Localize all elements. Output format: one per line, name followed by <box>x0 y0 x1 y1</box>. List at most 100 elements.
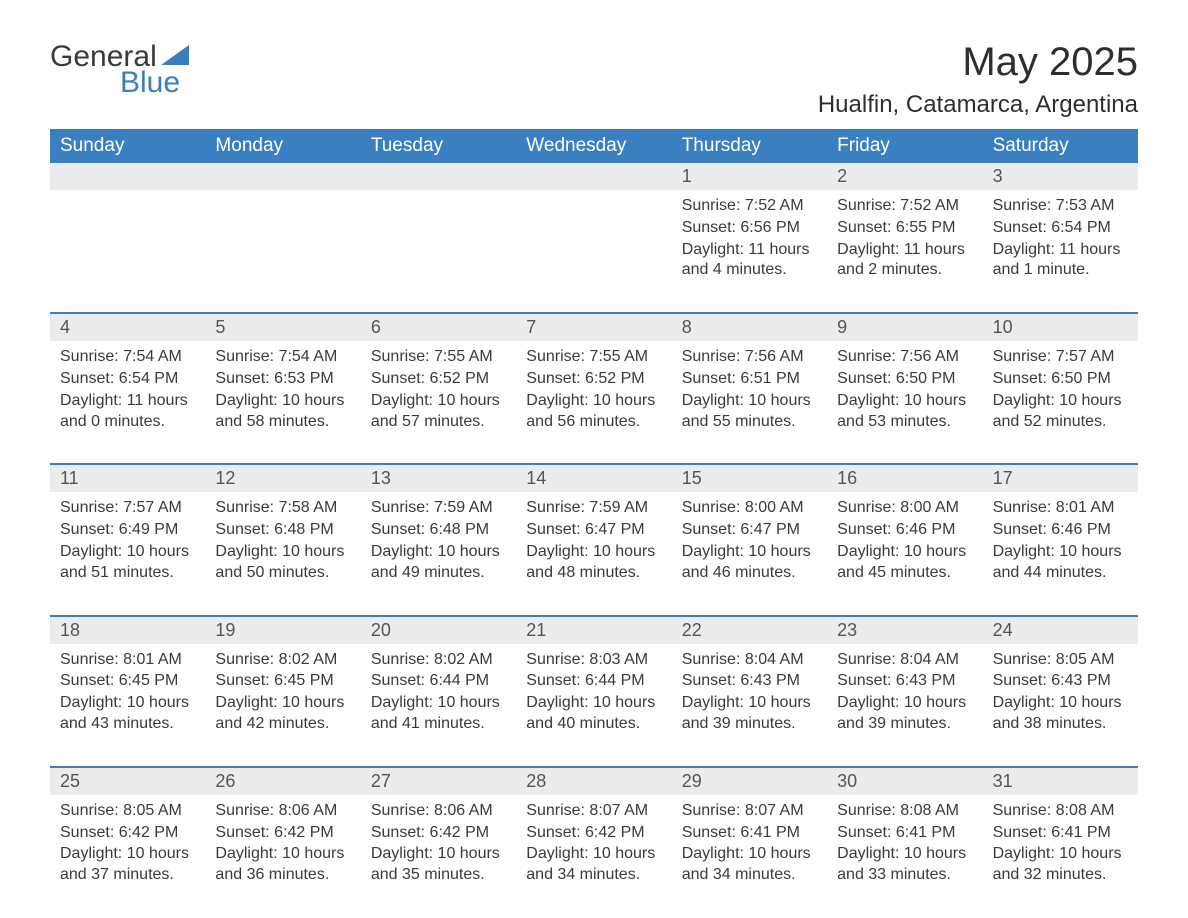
day-cell: Sunrise: 8:00 AMSunset: 6:47 PMDaylight:… <box>672 492 827 596</box>
day-number: 9 <box>827 314 982 341</box>
sunrise-text: Sunrise: 7:56 AM <box>837 347 972 368</box>
day-body-row: Sunrise: 8:05 AMSunset: 6:42 PMDaylight:… <box>50 795 1138 899</box>
day-number-row: 11121314151617 <box>50 465 1138 492</box>
sunrise-text: Sunrise: 7:58 AM <box>215 498 350 519</box>
sunset-text: Sunset: 6:52 PM <box>371 369 506 390</box>
calendar: Sunday Monday Tuesday Wednesday Thursday… <box>50 129 1138 899</box>
weekday-header: Tuesday <box>361 129 516 163</box>
sunset-text: Sunset: 6:54 PM <box>993 218 1128 239</box>
daylight-text: Daylight: 11 hours and 0 minutes. <box>60 391 195 433</box>
sunset-text: Sunset: 6:41 PM <box>993 823 1128 844</box>
daylight-text: Daylight: 10 hours and 33 minutes. <box>837 844 972 886</box>
calendar-week: 25262728293031Sunrise: 8:05 AMSunset: 6:… <box>50 766 1138 899</box>
day-number: 20 <box>361 617 516 644</box>
sunset-text: Sunset: 6:41 PM <box>837 823 972 844</box>
day-cell: Sunrise: 8:07 AMSunset: 6:41 PMDaylight:… <box>672 795 827 899</box>
day-cell: Sunrise: 8:08 AMSunset: 6:41 PMDaylight:… <box>983 795 1138 899</box>
weekday-header: Friday <box>827 129 982 163</box>
daylight-text: Daylight: 10 hours and 55 minutes. <box>682 391 817 433</box>
sunset-text: Sunset: 6:54 PM <box>60 369 195 390</box>
sunset-text: Sunset: 6:42 PM <box>60 823 195 844</box>
daylight-text: Daylight: 10 hours and 36 minutes. <box>215 844 350 886</box>
sunrise-text: Sunrise: 8:06 AM <box>215 801 350 822</box>
sunset-text: Sunset: 6:42 PM <box>526 823 661 844</box>
daylight-text: Daylight: 10 hours and 34 minutes. <box>526 844 661 886</box>
day-cell: Sunrise: 7:54 AMSunset: 6:53 PMDaylight:… <box>205 341 360 445</box>
day-cell: Sunrise: 7:55 AMSunset: 6:52 PMDaylight:… <box>361 341 516 445</box>
daylight-text: Daylight: 10 hours and 44 minutes. <box>993 542 1128 584</box>
daylight-text: Daylight: 10 hours and 39 minutes. <box>837 693 972 735</box>
daylight-text: Daylight: 10 hours and 50 minutes. <box>215 542 350 584</box>
daylight-text: Daylight: 10 hours and 48 minutes. <box>526 542 661 584</box>
daylight-text: Daylight: 10 hours and 41 minutes. <box>371 693 506 735</box>
day-cell: Sunrise: 7:59 AMSunset: 6:48 PMDaylight:… <box>361 492 516 596</box>
daylight-text: Daylight: 10 hours and 40 minutes. <box>526 693 661 735</box>
sunrise-text: Sunrise: 7:55 AM <box>526 347 661 368</box>
day-number: 1 <box>672 163 827 190</box>
day-cell: Sunrise: 8:05 AMSunset: 6:43 PMDaylight:… <box>983 644 1138 748</box>
sunrise-text: Sunrise: 8:07 AM <box>682 801 817 822</box>
weekday-header-row: Sunday Monday Tuesday Wednesday Thursday… <box>50 129 1138 163</box>
sunset-text: Sunset: 6:48 PM <box>371 520 506 541</box>
day-number: 25 <box>50 768 205 795</box>
day-number: 29 <box>672 768 827 795</box>
day-number: 6 <box>361 314 516 341</box>
day-number <box>50 163 205 190</box>
sunset-text: Sunset: 6:42 PM <box>215 823 350 844</box>
sunrise-text: Sunrise: 7:52 AM <box>682 196 817 217</box>
day-number: 7 <box>516 314 671 341</box>
day-cell: Sunrise: 8:02 AMSunset: 6:45 PMDaylight:… <box>205 644 360 748</box>
daylight-text: Daylight: 11 hours and 2 minutes. <box>837 240 972 282</box>
weekday-header: Monday <box>205 129 360 163</box>
day-number <box>361 163 516 190</box>
daylight-text: Daylight: 11 hours and 1 minute. <box>993 240 1128 282</box>
day-number: 13 <box>361 465 516 492</box>
sunset-text: Sunset: 6:43 PM <box>682 671 817 692</box>
day-number: 15 <box>672 465 827 492</box>
day-number <box>516 163 671 190</box>
day-cell: Sunrise: 7:52 AMSunset: 6:55 PMDaylight:… <box>827 190 982 294</box>
day-cell: Sunrise: 7:52 AMSunset: 6:56 PMDaylight:… <box>672 190 827 294</box>
header: General Blue May 2025 Hualfin, Catamarca… <box>50 40 1138 119</box>
day-cell: Sunrise: 8:05 AMSunset: 6:42 PMDaylight:… <box>50 795 205 899</box>
day-number: 10 <box>983 314 1138 341</box>
logo-text-blue: Blue <box>120 66 189 100</box>
day-cell: Sunrise: 8:01 AMSunset: 6:46 PMDaylight:… <box>983 492 1138 596</box>
sunset-text: Sunset: 6:46 PM <box>837 520 972 541</box>
day-cell: Sunrise: 8:04 AMSunset: 6:43 PMDaylight:… <box>672 644 827 748</box>
sunrise-text: Sunrise: 8:04 AM <box>837 650 972 671</box>
day-number: 5 <box>205 314 360 341</box>
day-cell <box>361 190 516 294</box>
day-number: 2 <box>827 163 982 190</box>
sunrise-text: Sunrise: 8:07 AM <box>526 801 661 822</box>
daylight-text: Daylight: 10 hours and 57 minutes. <box>371 391 506 433</box>
sunrise-text: Sunrise: 8:04 AM <box>682 650 817 671</box>
sunrise-text: Sunrise: 8:02 AM <box>215 650 350 671</box>
sunset-text: Sunset: 6:41 PM <box>682 823 817 844</box>
day-cell: Sunrise: 8:07 AMSunset: 6:42 PMDaylight:… <box>516 795 671 899</box>
calendar-week: 11121314151617Sunrise: 7:57 AMSunset: 6:… <box>50 463 1138 596</box>
sunset-text: Sunset: 6:46 PM <box>993 520 1128 541</box>
day-number-row: 45678910 <box>50 314 1138 341</box>
day-number-row: 18192021222324 <box>50 617 1138 644</box>
logo: General Blue <box>50 40 189 100</box>
sunrise-text: Sunrise: 7:54 AM <box>60 347 195 368</box>
day-number: 18 <box>50 617 205 644</box>
location-subtitle: Hualfin, Catamarca, Argentina <box>818 91 1138 119</box>
day-cell: Sunrise: 7:57 AMSunset: 6:50 PMDaylight:… <box>983 341 1138 445</box>
daylight-text: Daylight: 11 hours and 4 minutes. <box>682 240 817 282</box>
sunrise-text: Sunrise: 8:01 AM <box>60 650 195 671</box>
day-number: 27 <box>361 768 516 795</box>
day-cell: Sunrise: 7:53 AMSunset: 6:54 PMDaylight:… <box>983 190 1138 294</box>
day-number: 3 <box>983 163 1138 190</box>
daylight-text: Daylight: 10 hours and 42 minutes. <box>215 693 350 735</box>
sunrise-text: Sunrise: 7:59 AM <box>371 498 506 519</box>
weekday-header: Sunday <box>50 129 205 163</box>
daylight-text: Daylight: 10 hours and 49 minutes. <box>371 542 506 584</box>
day-number: 23 <box>827 617 982 644</box>
sunset-text: Sunset: 6:44 PM <box>371 671 506 692</box>
sunset-text: Sunset: 6:52 PM <box>526 369 661 390</box>
sunset-text: Sunset: 6:47 PM <box>682 520 817 541</box>
daylight-text: Daylight: 10 hours and 32 minutes. <box>993 844 1128 886</box>
sunrise-text: Sunrise: 8:06 AM <box>371 801 506 822</box>
